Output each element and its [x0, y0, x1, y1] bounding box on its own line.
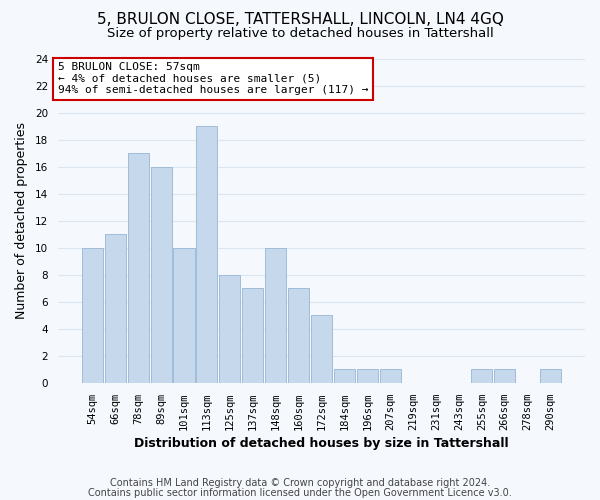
Bar [105, 234, 126, 383]
Bar [471, 370, 493, 383]
Bar [380, 370, 401, 383]
Text: 5, BRULON CLOSE, TATTERSHALL, LINCOLN, LN4 4GQ: 5, BRULON CLOSE, TATTERSHALL, LINCOLN, L… [97, 12, 503, 28]
Bar [265, 248, 286, 383]
X-axis label: Distribution of detached houses by size in Tattershall: Distribution of detached houses by size … [134, 437, 509, 450]
Text: Size of property relative to detached houses in Tattershall: Size of property relative to detached ho… [107, 28, 493, 40]
Bar [334, 370, 355, 383]
Bar [311, 316, 332, 383]
Bar [242, 288, 263, 383]
Bar [357, 370, 378, 383]
Y-axis label: Number of detached properties: Number of detached properties [15, 122, 28, 320]
Text: 5 BRULON CLOSE: 57sqm
← 4% of detached houses are smaller (5)
94% of semi-detach: 5 BRULON CLOSE: 57sqm ← 4% of detached h… [58, 62, 368, 96]
Bar [151, 167, 172, 383]
Bar [288, 288, 309, 383]
Bar [128, 154, 149, 383]
Text: Contains public sector information licensed under the Open Government Licence v3: Contains public sector information licen… [88, 488, 512, 498]
Text: Contains HM Land Registry data © Crown copyright and database right 2024.: Contains HM Land Registry data © Crown c… [110, 478, 490, 488]
Bar [196, 126, 217, 383]
Bar [173, 248, 194, 383]
Bar [494, 370, 515, 383]
Bar [82, 248, 103, 383]
Bar [220, 275, 241, 383]
Bar [540, 370, 561, 383]
